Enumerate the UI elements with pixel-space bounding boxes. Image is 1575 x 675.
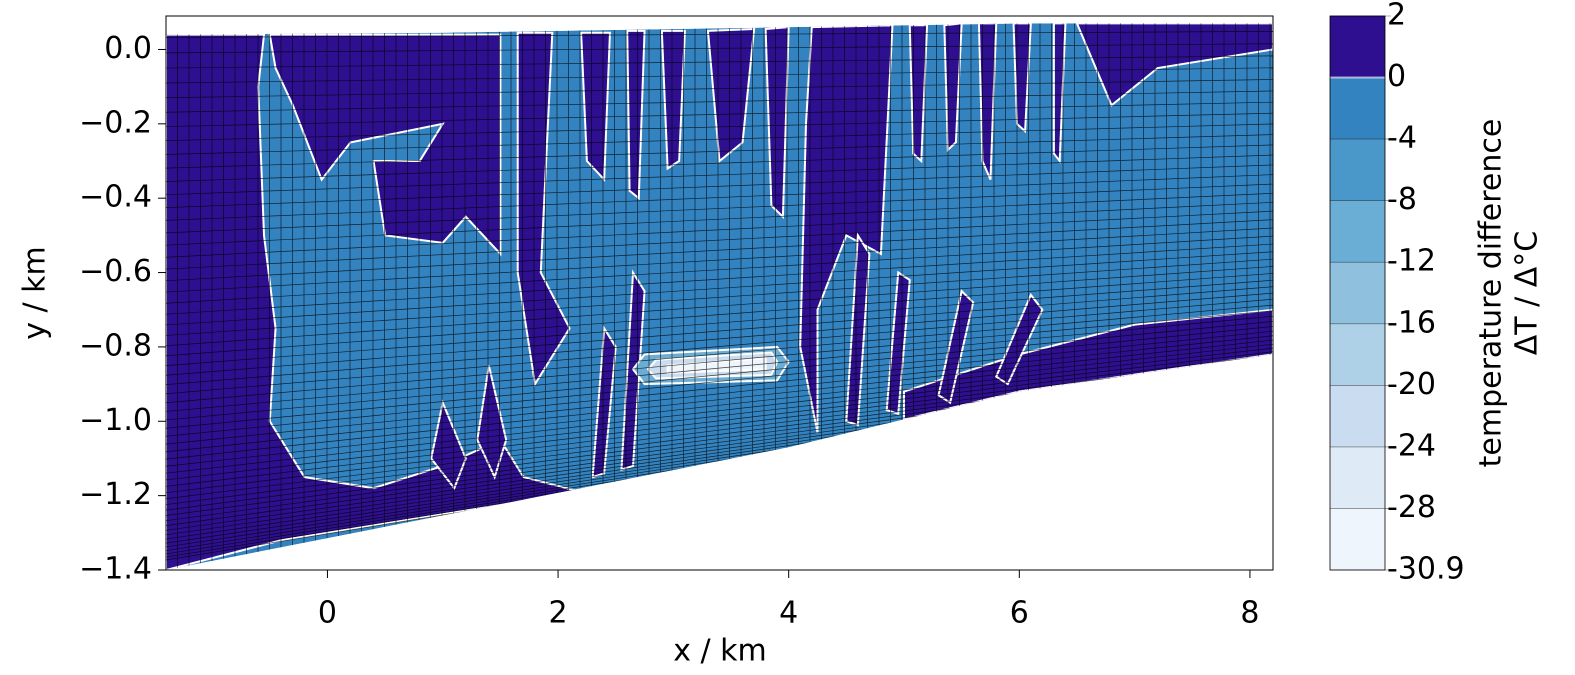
mesh-line — [166, 201, 1273, 258]
mesh-line — [166, 286, 1273, 376]
field — [166, 19, 1273, 571]
y-axis-label: y / km — [18, 246, 53, 340]
mesh-line — [166, 101, 1273, 127]
contour-region — [799, 24, 894, 433]
contour-region — [626, 29, 646, 201]
x-tick-label: 0 — [318, 596, 337, 631]
mesh-line — [166, 298, 1273, 395]
colorbar-tick-label: 2 — [1387, 0, 1406, 33]
colorbar-tick-label: -12 — [1387, 244, 1436, 279]
colorbar-band — [1330, 262, 1385, 324]
contour-region — [1052, 23, 1067, 164]
mesh-line — [166, 19, 1273, 22]
mesh-line — [166, 219, 1273, 282]
mesh-line — [166, 154, 1273, 196]
mesh-line — [166, 315, 1273, 421]
contour-region — [660, 29, 686, 171]
mesh-line — [166, 326, 1273, 437]
colorbar-tick-label: -24 — [1387, 428, 1436, 463]
contour-region — [977, 23, 998, 180]
contour-region — [591, 325, 617, 479]
x-axis-label: x / km — [673, 634, 767, 669]
colorbar-tick-label: -4 — [1387, 121, 1417, 156]
y-tick-label: 0.0 — [104, 31, 152, 66]
mesh-line — [166, 112, 1273, 141]
contour-region — [516, 31, 571, 387]
colorbar-band — [1330, 508, 1385, 570]
mesh-line — [166, 292, 1273, 385]
mesh-line — [166, 310, 1273, 412]
y-tick-label: −0.2 — [79, 105, 152, 140]
colorbar-tick-label: 0 — [1387, 59, 1406, 94]
colorbar-band — [1330, 446, 1385, 509]
contour-region — [995, 292, 1044, 386]
mesh-line — [166, 351, 1273, 481]
mesh-line — [166, 164, 1273, 208]
mesh-line — [166, 210, 1273, 270]
colorbar-band — [1330, 77, 1385, 140]
x-tick-label: 2 — [549, 596, 568, 631]
colorbar-tick-label: -30.9 — [1387, 552, 1465, 587]
mesh-line — [166, 174, 1273, 221]
y-tick-label: −0.8 — [79, 328, 152, 363]
mesh-line — [166, 347, 1273, 474]
colorbar-tick-label: -8 — [1387, 182, 1417, 217]
colorbar-tick-label: -28 — [1387, 490, 1436, 525]
colorbar-band — [1330, 139, 1385, 201]
mesh-line — [166, 243, 1273, 315]
x-tick-label: 6 — [1010, 596, 1029, 631]
mesh-line — [166, 354, 1273, 487]
mesh-line — [166, 90, 1273, 113]
colorbar-label: ΔT / Δ°C — [1510, 231, 1545, 356]
y-tick-label: −1.2 — [79, 477, 152, 512]
contour-region — [908, 24, 929, 164]
y-tick-label: −0.6 — [79, 254, 152, 289]
plot-frame — [165, 15, 1274, 571]
y-tick-label: −0.4 — [79, 180, 152, 215]
mesh-line — [166, 43, 1273, 54]
mesh-line — [166, 192, 1273, 246]
contour-region — [1012, 23, 1032, 134]
contour-region — [885, 270, 911, 416]
mesh-line — [166, 304, 1273, 404]
colorbar-tick-label: -16 — [1387, 305, 1436, 340]
mesh-line — [166, 330, 1273, 445]
mesh-line — [166, 227, 1273, 293]
mesh-line — [166, 144, 1273, 182]
x-tick-label: 4 — [779, 596, 798, 631]
colorbar-band — [1330, 16, 1385, 78]
mesh-line — [166, 273, 1273, 357]
mesh-line — [166, 279, 1273, 366]
mesh-line — [166, 183, 1273, 234]
colorbar-label: temperature difference — [1474, 119, 1509, 468]
mesh-line — [166, 339, 1273, 460]
mesh-line — [166, 266, 1273, 347]
colorbar-band — [1330, 323, 1385, 386]
colorbar-band — [1330, 385, 1385, 447]
y-tick-label: −1.0 — [79, 403, 152, 438]
mesh-line — [166, 55, 1273, 69]
mesh-line — [166, 335, 1273, 453]
mesh-line — [166, 31, 1273, 38]
mesh-line — [166, 79, 1273, 99]
mesh-line — [166, 258, 1273, 336]
mesh-line — [166, 134, 1273, 169]
mesh-line — [166, 343, 1273, 467]
colorbar-tick-label: -20 — [1387, 367, 1436, 402]
mesh-line — [166, 67, 1273, 84]
mesh-line — [166, 358, 1273, 494]
contour-region — [845, 232, 871, 427]
x-tick-label: 8 — [1240, 596, 1259, 631]
mesh-line — [166, 235, 1273, 304]
y-tick-label: −1.4 — [79, 552, 152, 587]
mesh-line — [166, 251, 1273, 326]
mesh-line — [166, 123, 1273, 155]
colorbar-frame — [1329, 15, 1386, 571]
mesh-line — [166, 321, 1273, 429]
colorbar-band — [1330, 200, 1385, 263]
